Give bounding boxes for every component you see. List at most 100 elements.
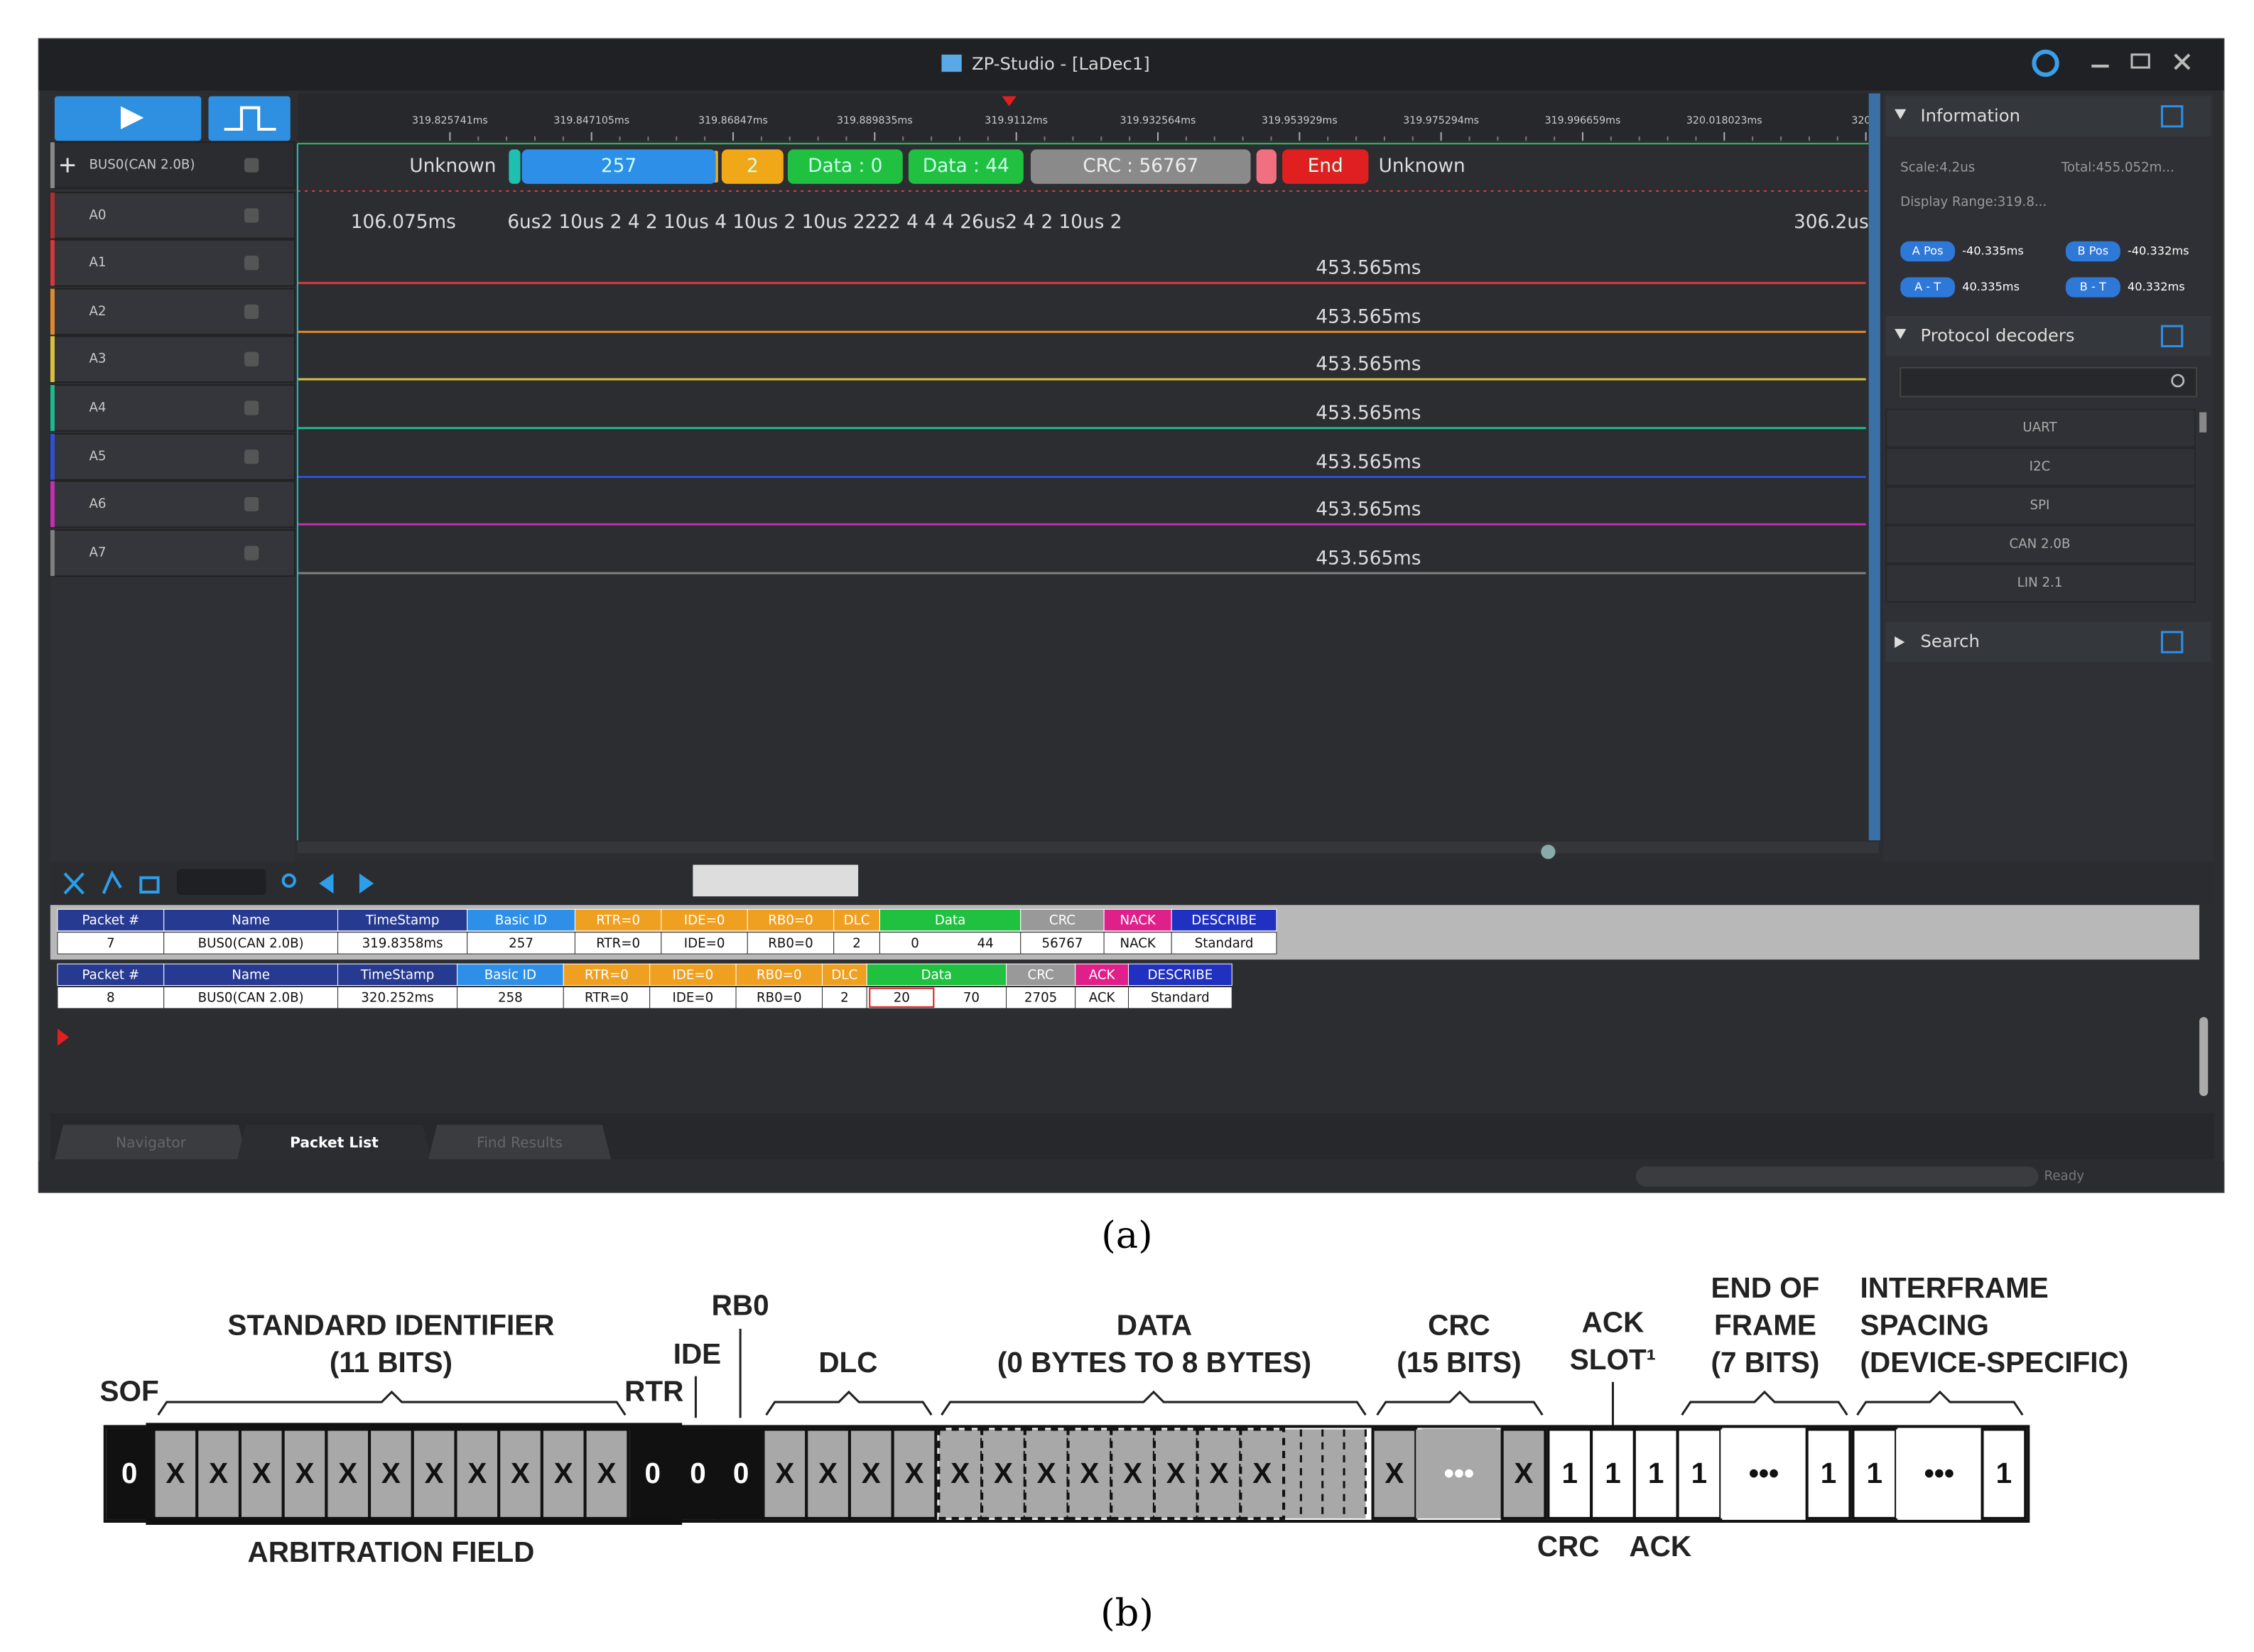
- bit-cell: [805, 1428, 851, 1520]
- packet-value: 258: [498, 991, 523, 1006]
- add-decoder-button[interactable]: [2160, 325, 2184, 347]
- bit-value: X: [1037, 1457, 1056, 1489]
- decoder-item[interactable]: [1885, 563, 2196, 603]
- pulse-duration: 453.565ms: [1316, 258, 1421, 279]
- tab-label[interactable]: Navigator: [116, 1134, 187, 1151]
- channel-toggle[interactable]: [244, 401, 259, 415]
- bit-value: 0: [733, 1457, 749, 1489]
- filter-buttons[interactable]: [693, 864, 859, 897]
- search-icon: [2171, 374, 2185, 388]
- bit-cell: [980, 1428, 1026, 1520]
- find-icon: [281, 873, 296, 888]
- packet-value-cell: [1128, 987, 1232, 1009]
- decoder-name[interactable]: CAN 2.0B: [2010, 537, 2071, 552]
- dlc-label: DLC: [818, 1346, 877, 1379]
- channel-toggle[interactable]: [244, 450, 259, 464]
- tab[interactable]: [428, 1124, 612, 1160]
- bit-value: X: [1515, 1457, 1534, 1489]
- info-header: [1885, 96, 2211, 137]
- decoder-item[interactable]: [1885, 447, 2196, 487]
- bit-cell: [1196, 1428, 1242, 1520]
- channel-toggle[interactable]: [244, 352, 259, 366]
- packet-value-cell: [821, 987, 867, 1009]
- channel-toggle[interactable]: [244, 208, 259, 223]
- decoder-name[interactable]: SPI: [2030, 498, 2050, 513]
- expand-icon[interactable]: [60, 158, 75, 173]
- channel-color-strip: [50, 288, 55, 335]
- packet-value: IDE=0: [673, 991, 714, 1006]
- channel-toggle[interactable]: [244, 496, 259, 512]
- decoder-item[interactable]: [1885, 486, 2196, 526]
- packet-value: RB0=0: [768, 936, 813, 951]
- tab-label[interactable]: Find Results: [477, 1134, 563, 1151]
- v-scrollbar[interactable]: [1868, 93, 1880, 841]
- packet-value-cell: [574, 932, 662, 955]
- packet-header: Basic ID: [484, 967, 536, 982]
- ruler-label: 319.889835ms: [837, 115, 913, 126]
- waveform-area: [297, 143, 1869, 841]
- packet-header-cell: [649, 963, 737, 987]
- bus-segment: [521, 149, 716, 184]
- channel-toggle[interactable]: [244, 304, 259, 320]
- bit-value: X: [554, 1457, 573, 1489]
- data-field-tail: [1284, 1429, 1366, 1518]
- maximize-button[interactable]: [2130, 53, 2150, 69]
- title-icon: [941, 54, 962, 72]
- packet-header-cell: [563, 963, 651, 987]
- tool-icon[interactable]: [63, 872, 85, 895]
- pulse-duration: 453.565ms: [1316, 354, 1421, 375]
- prev-button[interactable]: [319, 873, 334, 894]
- h-scroll-thumb[interactable]: [1541, 844, 1556, 859]
- channel-toggle[interactable]: [244, 256, 259, 271]
- packet-search-field[interactable]: [176, 869, 266, 896]
- search-icon-button[interactable]: [2160, 631, 2184, 653]
- frame-outline: [103, 1425, 2030, 1523]
- channel-color-strip: [50, 433, 55, 480]
- search-title[interactable]: Search: [1921, 631, 1980, 651]
- list-scrollbar[interactable]: [2199, 1017, 2209, 1097]
- trigger-button[interactable]: [208, 96, 291, 141]
- channel-toggle[interactable]: [244, 545, 259, 560]
- next-button[interactable]: [359, 873, 374, 894]
- bit-cell: [1152, 1428, 1199, 1520]
- pulse-duration: 453.565ms: [1316, 499, 1421, 521]
- tool-icon[interactable]: [102, 870, 122, 894]
- packet-header: ACK: [1089, 967, 1116, 982]
- bit-value: X: [1166, 1457, 1186, 1489]
- channel-name: A5: [89, 449, 106, 464]
- decoder-item[interactable]: [1885, 525, 2196, 564]
- packet-value-cell: [563, 987, 651, 1009]
- decoder-name[interactable]: UART: [2022, 420, 2057, 435]
- eof-label: (7 BITS): [1711, 1346, 1820, 1379]
- bit-value: 1: [1562, 1457, 1578, 1489]
- bit-value: 1: [1691, 1457, 1708, 1489]
- packet-value: Standard: [1195, 936, 1254, 951]
- packet-header-cell: [866, 963, 1007, 987]
- tab[interactable]: [237, 1124, 432, 1160]
- info-scale: Scale:4.2us: [1900, 161, 1975, 175]
- pulse-duration: 453.565ms: [1316, 548, 1421, 569]
- tab[interactable]: [54, 1124, 248, 1160]
- tab-label[interactable]: Packet List: [290, 1134, 379, 1151]
- info-icon[interactable]: [2160, 105, 2184, 128]
- channel-name: A1: [89, 255, 106, 270]
- decoder-item[interactable]: [1885, 408, 2196, 448]
- bit-cell: [1110, 1428, 1156, 1520]
- packet-header: Data: [935, 913, 965, 928]
- decoder-name[interactable]: I2C: [2030, 459, 2051, 474]
- decoder-name[interactable]: LIN 2.1: [2017, 575, 2063, 590]
- tool-icon[interactable]: [139, 876, 160, 894]
- collapse-arrow: [1895, 109, 1907, 119]
- ack-slot-label: ACK: [1582, 1306, 1645, 1339]
- cursor-value: -40.335ms: [1962, 244, 2024, 257]
- decoder-search-box[interactable]: [1900, 366, 2198, 398]
- bit-value: X: [905, 1457, 924, 1489]
- trigger-marker: [1002, 96, 1017, 107]
- packet-value: 2: [840, 991, 849, 1006]
- packet-header: RB0=0: [768, 913, 813, 928]
- close-button[interactable]: [2174, 53, 2191, 70]
- h-scrollbar[interactable]: [297, 842, 1879, 854]
- settings-button[interactable]: [2032, 49, 2059, 77]
- channel-toggle[interactable]: [244, 158, 259, 173]
